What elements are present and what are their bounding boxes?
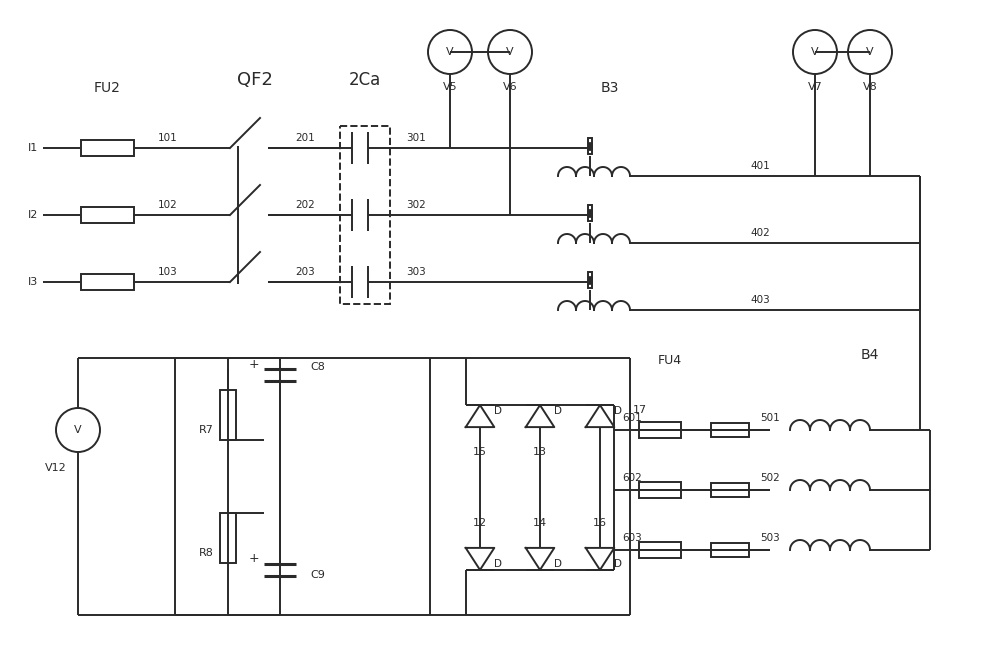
- Text: V5: V5: [443, 82, 457, 92]
- Bar: [588, 138, 592, 154]
- Text: 12: 12: [473, 518, 487, 528]
- Text: V: V: [866, 47, 874, 57]
- Bar: [639, 482, 681, 498]
- Bar: [340, 126, 390, 304]
- Text: 14: 14: [533, 518, 547, 528]
- Text: 301: 301: [406, 133, 426, 143]
- Text: QF2: QF2: [237, 71, 273, 89]
- Text: 303: 303: [406, 267, 426, 277]
- Text: V7: V7: [808, 82, 822, 92]
- Bar: [80, 274, 134, 290]
- Text: 202: 202: [295, 200, 315, 210]
- Text: V12: V12: [45, 463, 67, 473]
- Text: 203: 203: [295, 267, 315, 277]
- Text: C9: C9: [310, 570, 325, 580]
- Text: 101: 101: [158, 133, 178, 143]
- Text: V: V: [811, 47, 819, 57]
- Text: V: V: [74, 425, 82, 435]
- Bar: [711, 543, 749, 557]
- Text: R8: R8: [199, 548, 213, 558]
- Text: D: D: [494, 559, 502, 569]
- Text: +: +: [249, 552, 259, 565]
- Bar: [80, 207, 134, 223]
- Text: D: D: [554, 559, 562, 569]
- Bar: [639, 422, 681, 438]
- Text: I1: I1: [28, 143, 38, 153]
- Text: 402: 402: [750, 228, 770, 238]
- Text: FU4: FU4: [658, 353, 682, 366]
- Text: 103: 103: [158, 267, 178, 277]
- Text: C8: C8: [310, 362, 325, 372]
- Text: 13: 13: [533, 447, 547, 457]
- Text: 2Ca: 2Ca: [349, 71, 381, 89]
- Text: I2: I2: [28, 210, 38, 220]
- Text: D: D: [614, 406, 622, 415]
- Text: D: D: [494, 406, 502, 415]
- Text: 16: 16: [593, 518, 607, 528]
- Text: V: V: [506, 47, 514, 57]
- Text: V6: V6: [503, 82, 517, 92]
- Text: V: V: [446, 47, 454, 57]
- Bar: [711, 483, 749, 497]
- Bar: [80, 140, 134, 156]
- Text: 602: 602: [622, 473, 642, 483]
- Text: D: D: [554, 406, 562, 415]
- Text: FU2: FU2: [94, 81, 120, 95]
- Text: B4: B4: [861, 348, 879, 362]
- Text: 503: 503: [760, 533, 780, 543]
- Text: +: +: [249, 357, 259, 370]
- Text: 502: 502: [760, 473, 780, 483]
- Text: 403: 403: [750, 295, 770, 305]
- Text: 302: 302: [406, 200, 426, 210]
- Text: 601: 601: [622, 413, 642, 423]
- Text: I3: I3: [28, 277, 38, 287]
- Bar: [639, 542, 681, 558]
- Text: 15: 15: [473, 447, 487, 457]
- Text: 401: 401: [750, 161, 770, 171]
- Text: 17: 17: [633, 405, 647, 415]
- Text: 102: 102: [158, 200, 178, 210]
- Text: 201: 201: [295, 133, 315, 143]
- Text: 603: 603: [622, 533, 642, 543]
- Text: B3: B3: [601, 81, 619, 95]
- Bar: [220, 513, 236, 563]
- Text: D: D: [614, 559, 622, 569]
- Bar: [711, 423, 749, 437]
- Bar: [588, 205, 592, 221]
- Text: V8: V8: [863, 82, 877, 92]
- Text: R7: R7: [199, 425, 213, 435]
- Bar: [588, 272, 592, 288]
- Text: 501: 501: [760, 413, 780, 423]
- Bar: [220, 390, 236, 440]
